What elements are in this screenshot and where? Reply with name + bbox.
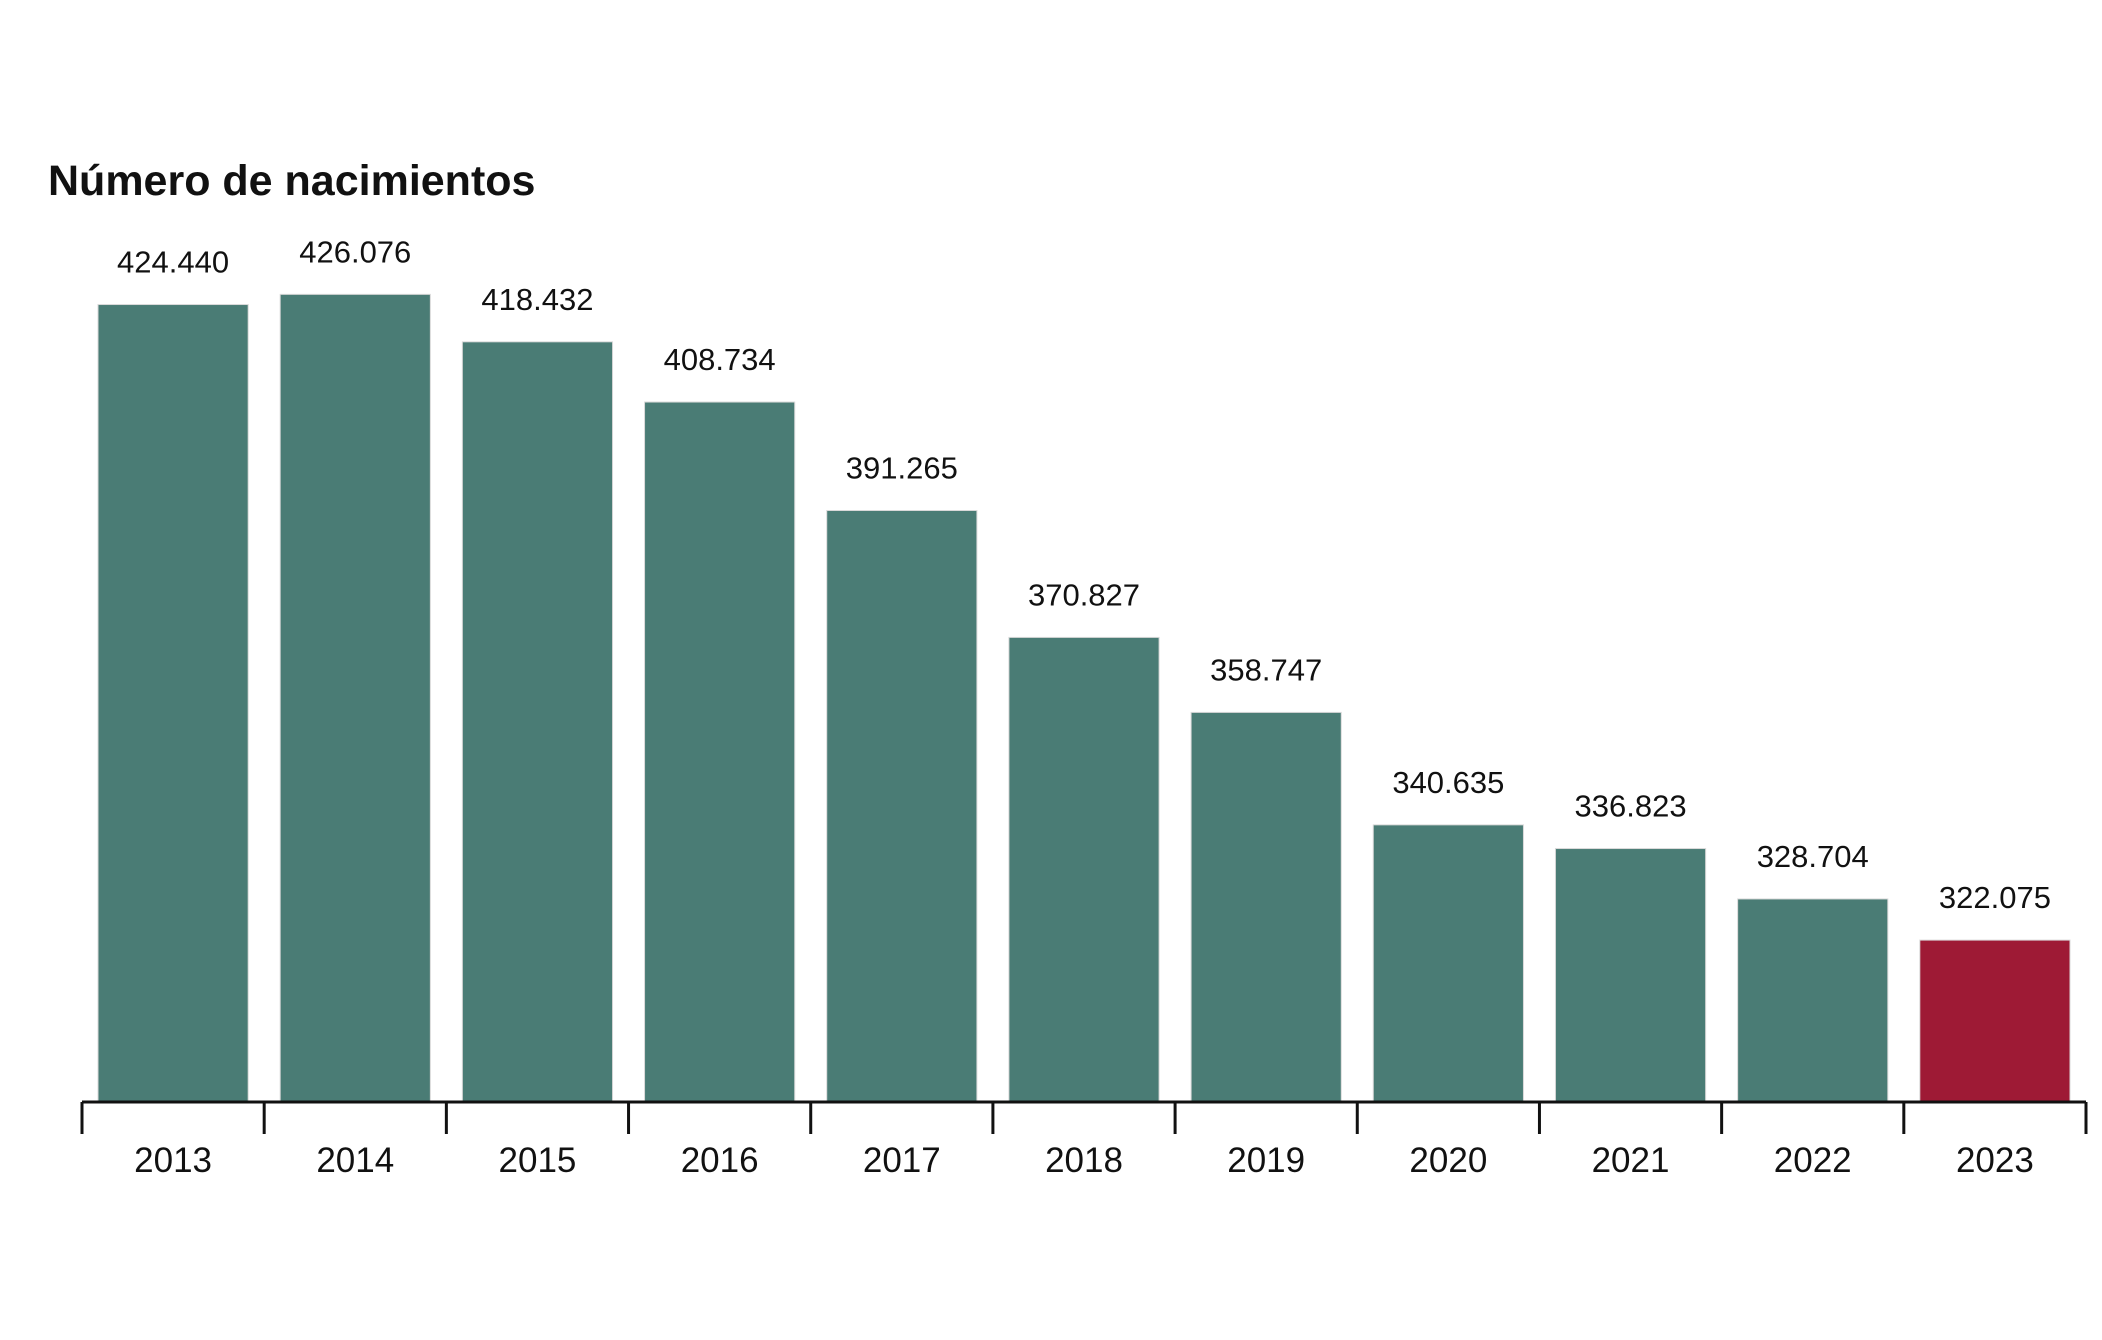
x-tick-label-2013: 2013 [134,1141,212,1180]
chart-title: Número de nacimientos [48,157,536,205]
bar-2023-highlighted [1919,939,2071,1103]
bar-2021 [1554,848,1707,1103]
x-tick-label-2017: 2017 [863,1141,941,1180]
x-tick-label-2021: 2021 [1592,1141,1670,1180]
value-label-2021: 336.823 [1575,789,1687,824]
x-tick-label-2019: 2019 [1227,1141,1305,1180]
x-tick-label-2018: 2018 [1045,1141,1123,1180]
bar-2020 [1372,824,1524,1103]
value-label-2017: 391.265 [846,451,958,486]
x-tick-label-2023: 2023 [1956,1141,2034,1180]
value-label-2018: 370.827 [1028,577,1140,612]
x-tick-label-2022: 2022 [1774,1141,1852,1180]
bar-2013 [97,304,249,1103]
value-label-2023: 322.075 [1939,880,2051,915]
bar-2022 [1737,898,1889,1103]
bar-2018 [1008,636,1160,1103]
bar-2017 [826,510,978,1103]
value-label-2014: 426.076 [299,234,411,269]
x-tick-label-2016: 2016 [681,1141,759,1180]
bar-2019 [1190,711,1342,1103]
value-label-2019: 358.747 [1210,652,1322,687]
bar-2015 [461,341,614,1103]
x-tick-label-2020: 2020 [1409,1141,1487,1180]
value-label-2020: 340.635 [1392,765,1504,800]
bar-2014 [279,293,431,1103]
value-label-2013: 424.440 [117,245,229,280]
bar-2016 [644,401,796,1103]
x-tick-label-2014: 2014 [316,1141,394,1180]
value-label-2015: 418.432 [481,282,593,317]
value-label-2016: 408.734 [664,342,776,377]
x-tick-label-2015: 2015 [499,1141,577,1180]
value-label-2022: 328.704 [1757,839,1869,874]
